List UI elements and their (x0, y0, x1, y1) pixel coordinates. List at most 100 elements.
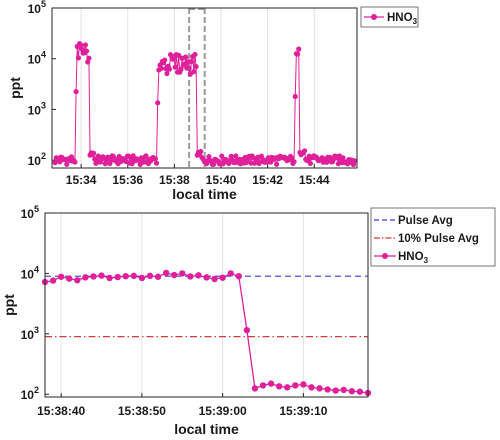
top-hno3-point (273, 161, 280, 167)
top-hno3-point (86, 55, 92, 61)
bottom-hno3-point (356, 388, 364, 395)
top-y-tick-label-0: 102 (28, 151, 46, 168)
top-hno3-point (72, 159, 78, 165)
top-y-tick-label-1: 103 (28, 100, 46, 117)
top-hno3-point (191, 69, 197, 75)
bottom-hno3-point (138, 274, 146, 282)
top-x-tick-label-1: 15:36 (112, 173, 143, 187)
top-y-axis-label: ppt (7, 77, 23, 99)
legend-marker-hno3 (382, 253, 388, 259)
top-hno3-point (211, 161, 217, 167)
bottom-hno3-point (251, 385, 259, 392)
bottom-y-tick-label-2: 104 (21, 264, 39, 281)
top-y-tick-label-3: 105 (28, 0, 46, 16)
bottom-hno3-point (284, 384, 291, 391)
top-hno3-point (166, 66, 172, 72)
top-hno3-point (82, 42, 89, 48)
bottom-hno3-point (235, 272, 242, 280)
top-hno3-point (143, 153, 149, 159)
bottom-hno3-point (316, 385, 323, 392)
bottom-hno3-point (227, 270, 234, 277)
top-hno3-point (193, 63, 199, 70)
top-x-tick-label-3: 15:40 (206, 173, 237, 187)
top-hno3-point (172, 64, 178, 70)
bottom-hno3-point (259, 382, 267, 389)
top-y-tick-labels: 102 103 104 105 (28, 0, 46, 168)
bottom-hno3-point (90, 273, 97, 280)
bottom-hno3-point (98, 272, 105, 279)
bottom-x-tick-label-3: 15:39:10 (279, 404, 327, 418)
bottom-hno3-point (74, 277, 81, 284)
top-hno3-point (152, 156, 158, 162)
bottom-hno3-point (57, 273, 65, 280)
top-x-tick-label-2: 15:38 (159, 173, 190, 187)
bottom-hno3-point (82, 274, 89, 281)
top-hno3-point (301, 148, 308, 154)
top-hno3-point (64, 161, 70, 167)
top-hno3-point (192, 51, 198, 58)
top-hno3-point (176, 52, 182, 58)
bottom-hno3-point (130, 272, 138, 280)
top-hno3-point (233, 153, 239, 159)
bottom-y-axis-label: ppt (1, 294, 17, 316)
bottom-hno3-point (324, 386, 331, 393)
top-hno3-point (97, 159, 104, 165)
bottom-hno3-point (292, 382, 299, 389)
top-hno3-point (75, 55, 82, 61)
bottom-y-tick-label-3: 105 (21, 204, 39, 221)
legend-label-10pct-pulse-avg: 10% Pulse Avg (398, 233, 479, 245)
bottom-reference-lines (45, 275, 368, 338)
bottom-hno3-point (243, 326, 251, 334)
top-hno3-point (188, 58, 195, 65)
bottom-hno3-point (179, 270, 186, 277)
bottom-y-tick-labels: 102 103 104 105 (21, 204, 39, 402)
top-grid (52, 7, 315, 168)
top-hno3-point (296, 46, 302, 52)
bottom-hno3-point (171, 271, 178, 279)
top-hno3-point (352, 158, 358, 164)
top-hno3-point (183, 54, 189, 60)
top-x-tick-label-0: 15:34 (66, 173, 97, 187)
top-hno3-point (291, 159, 297, 165)
bottom-hno3-point (114, 273, 121, 281)
bottom-hno3-point (187, 273, 194, 280)
top-plot-frame (51, 7, 358, 169)
top-hno3-point (198, 148, 204, 155)
top-legend-box (360, 6, 419, 28)
bottom-x-tick-labels: 15:38:40 15:38:50 15:39:00 15:39:10 (37, 404, 328, 418)
bottom-y-tick-label-0: 102 (21, 385, 39, 402)
bottom-hno3-line (44, 272, 369, 394)
legend-label-pulse-avg: Pulse Avg (398, 215, 453, 227)
bottom-x-tick-label-1: 15:38:50 (118, 404, 166, 418)
bottom-hno3-point (348, 388, 356, 395)
legend-label-hno3: HNO3 (398, 251, 429, 265)
top-legend: HNO3 (360, 6, 419, 28)
bottom-hno3-point (275, 383, 283, 390)
top-hno3-point (219, 153, 225, 159)
top-hno3-point (178, 66, 184, 72)
bottom-hno3-point (106, 274, 113, 282)
top-hno3-point (294, 51, 301, 57)
top-hno3-point (186, 65, 192, 71)
bottom-hno3-point (66, 275, 73, 282)
top-x-tick-label-4: 15:42 (252, 173, 283, 187)
bottom-hno3-point (154, 273, 162, 280)
bottom-hno3-point (340, 386, 347, 394)
bottom-hno3-point (203, 274, 210, 281)
top-hno3-point (155, 100, 161, 106)
top-legend-label-hno3: HNO3 (387, 12, 418, 26)
top-hno3-point (258, 153, 265, 159)
top-x-tick-labels: 15:34 15:36 15:38 15:40 15:42 15:44 (66, 173, 330, 187)
bottom-hno3-point (122, 272, 129, 280)
top-hno3-point (158, 65, 164, 72)
top-hno3-point (79, 46, 85, 52)
top-hno3-point (129, 161, 135, 167)
bottom-hno3-point (162, 269, 170, 277)
bottom-plot-frame (44, 212, 369, 398)
top-hno3-point (307, 160, 313, 166)
bottom-hno3-point (49, 277, 57, 284)
top-hno3-point (102, 161, 108, 167)
top-x-axis-label: local time (172, 186, 237, 202)
top-x-tick-label-5: 15:44 (299, 173, 330, 187)
